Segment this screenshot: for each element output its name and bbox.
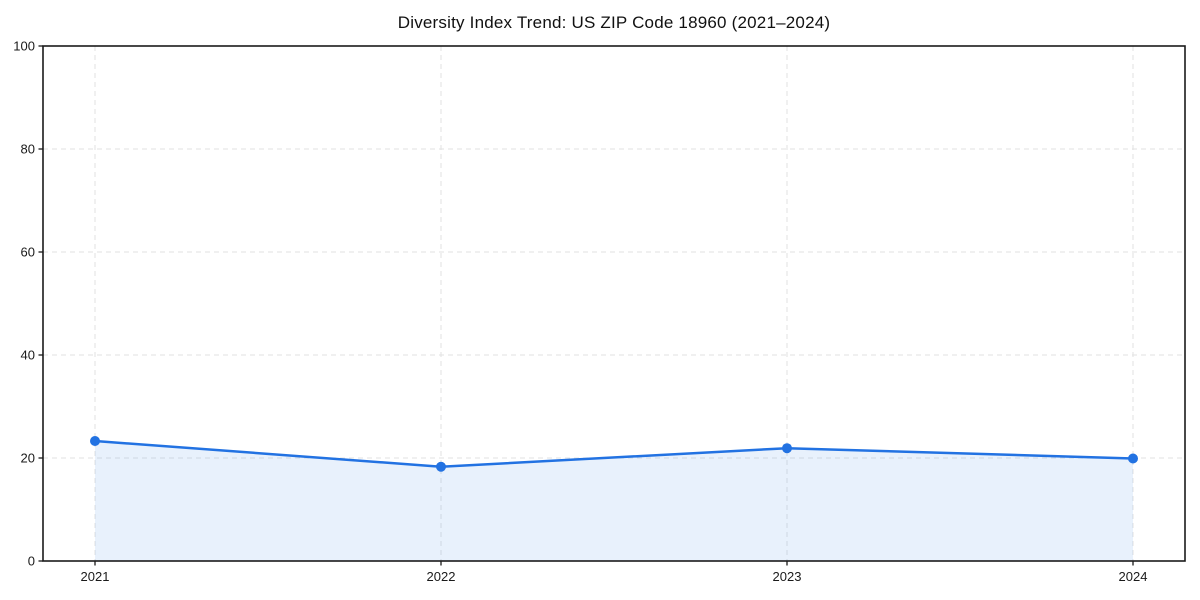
data-point-2022 bbox=[436, 461, 446, 472]
x-tick-label: 2024 bbox=[1119, 569, 1148, 584]
x-tick-label: 2021 bbox=[81, 569, 110, 584]
area-fill bbox=[95, 441, 1133, 561]
y-tick-label: 80 bbox=[21, 142, 35, 157]
x-tick-label: 2023 bbox=[773, 569, 802, 584]
y-tick-label: 100 bbox=[13, 39, 35, 54]
y-tick-label: 40 bbox=[21, 348, 35, 363]
y-tick-label: 20 bbox=[21, 451, 35, 466]
y-tick-label: 0 bbox=[28, 554, 35, 569]
data-point-2023 bbox=[782, 443, 792, 454]
x-tick-label: 2022 bbox=[427, 569, 456, 584]
data-point-2021 bbox=[90, 436, 100, 447]
chart-title: Diversity Index Trend: US ZIP Code 18960… bbox=[397, 13, 831, 32]
data-point-2024 bbox=[1128, 453, 1138, 464]
plot-border bbox=[42, 45, 1186, 562]
y-tick-label: 60 bbox=[21, 245, 35, 260]
trend-line bbox=[93, 439, 1135, 469]
